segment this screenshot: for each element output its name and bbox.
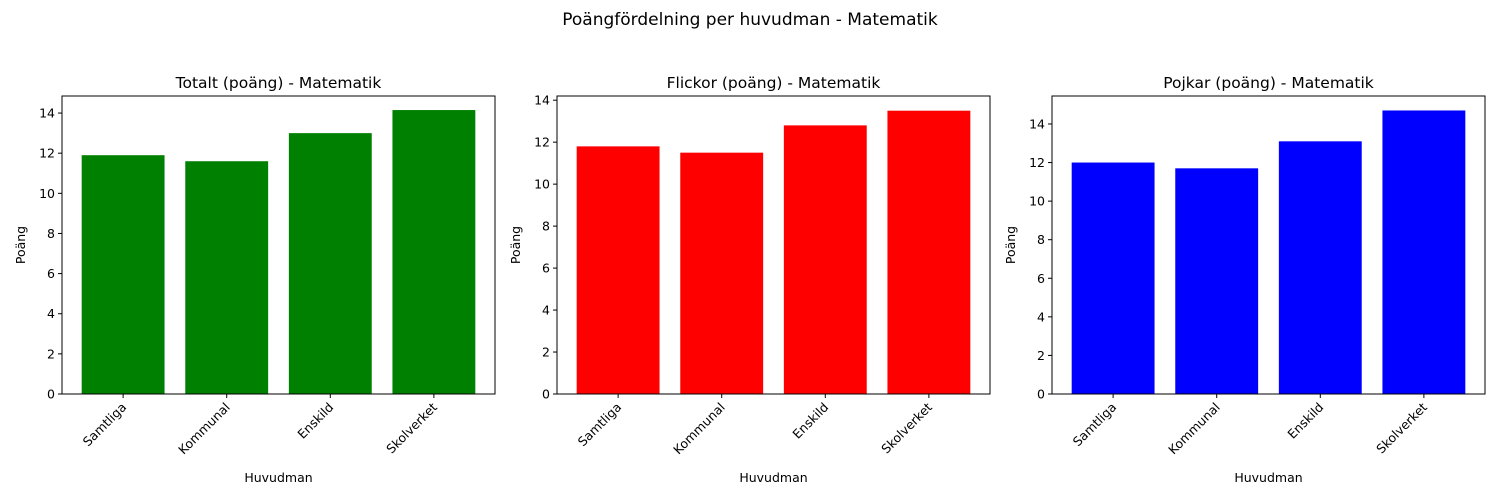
panel-title: Flickor (poäng) - Matematik xyxy=(667,74,881,92)
y-tick-label: 8 xyxy=(47,226,55,241)
bar-samtliga xyxy=(81,155,165,394)
x-tick-label-kommunal: Kommunal xyxy=(670,400,728,458)
figure-title: Poängfördelning per huvudman - Matematik xyxy=(562,10,938,30)
x-tick-label-samtliga: Samtliga xyxy=(1070,400,1120,450)
bar-enskild xyxy=(1278,141,1362,394)
axes-frame xyxy=(556,95,991,395)
bar-kommunal xyxy=(185,161,269,394)
y-tick-label: 6 xyxy=(542,261,550,276)
y-tick-label: 0 xyxy=(542,387,550,402)
x-tick-label-samtliga: Samtliga xyxy=(575,400,625,450)
y-tick-label: 2 xyxy=(47,346,55,361)
y-tick-label: 12 xyxy=(39,146,55,161)
x-axis-label: Huvudman xyxy=(739,470,807,485)
y-tick-label: 8 xyxy=(542,219,550,234)
y-tick-label: 2 xyxy=(542,345,550,360)
y-tick-label: 14 xyxy=(1029,116,1045,131)
y-tick-label: 4 xyxy=(542,303,550,318)
x-axis-label: Huvudman xyxy=(1234,470,1302,485)
bar-samtliga xyxy=(1071,162,1155,394)
panel-flickor: 0 2 4 6 8 10 12 14 Samtliga Kommunal Enskild Skolve… xyxy=(508,74,991,485)
bar-samtliga xyxy=(576,146,660,394)
y-tick-label: 14 xyxy=(534,93,550,108)
x-tick-label-skolverket: Skolverket xyxy=(1373,399,1430,456)
bar-kommunal xyxy=(1175,168,1259,394)
panel-title: Pojkar (poäng) - Matematik xyxy=(1163,74,1374,92)
y-tick-label: 0 xyxy=(47,387,55,402)
panel-title: Totalt (poäng) - Matematik xyxy=(175,74,382,92)
y-tick-label: 6 xyxy=(47,266,55,281)
y-tick-label: 4 xyxy=(47,306,55,321)
y-axis-label: Poäng xyxy=(1003,226,1018,264)
x-axis-label: Huvudman xyxy=(244,470,312,485)
x-tick-label-skolverket: Skolverket xyxy=(383,399,440,456)
bar-skolverket xyxy=(1382,110,1466,395)
axes-frame xyxy=(61,95,496,395)
y-tick-label: 10 xyxy=(39,186,55,201)
x-tick-label-enskild: Enskild xyxy=(1284,400,1326,442)
y-axis-label: Poäng xyxy=(508,226,523,264)
y-tick-label: 12 xyxy=(534,135,550,150)
bar-enskild xyxy=(288,133,372,394)
bar-skolverket xyxy=(392,110,476,395)
panel-pojkar: 0 2 4 6 8 10 12 14 Samtliga Kommunal Enskild Skolve… xyxy=(1003,74,1486,485)
x-tick-label-samtliga: Samtliga xyxy=(80,400,130,450)
y-axis-label: Poäng xyxy=(13,226,28,264)
y-tick-label: 0 xyxy=(1037,387,1045,402)
y-tick-label: 6 xyxy=(1037,271,1045,286)
x-tick-label-kommunal: Kommunal xyxy=(175,400,233,458)
x-tick-label-enskild: Enskild xyxy=(789,400,831,442)
panel-totalt: 0 2 4 6 8 10 12 14 Samtliga Kommunal Enskild Skolve… xyxy=(13,74,496,485)
bar-enskild xyxy=(783,125,867,394)
y-tick-label: 12 xyxy=(1029,155,1045,170)
axes-frame xyxy=(1051,95,1486,395)
bar-kommunal xyxy=(680,152,764,394)
x-tick-label-enskild: Enskild xyxy=(294,400,336,442)
y-tick-label: 2 xyxy=(1037,348,1045,363)
y-tick-label: 4 xyxy=(1037,309,1045,324)
x-tick-label-kommunal: Kommunal xyxy=(1165,400,1223,458)
y-tick-label: 10 xyxy=(1029,194,1045,209)
y-tick-label: 14 xyxy=(39,106,55,121)
y-tick-label: 8 xyxy=(1037,232,1045,247)
bar-skolverket xyxy=(887,110,971,395)
x-tick-label-skolverket: Skolverket xyxy=(878,399,935,456)
y-tick-label: 10 xyxy=(534,177,550,192)
